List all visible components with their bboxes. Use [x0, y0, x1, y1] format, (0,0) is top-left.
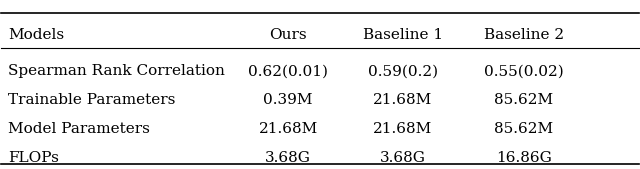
- Text: Baseline 1: Baseline 1: [363, 28, 443, 42]
- Text: 0.39M: 0.39M: [264, 93, 313, 107]
- Text: Trainable Parameters: Trainable Parameters: [8, 93, 175, 107]
- Text: 0.62(0.01): 0.62(0.01): [248, 64, 328, 78]
- Text: Models: Models: [8, 28, 64, 42]
- Text: Baseline 2: Baseline 2: [484, 28, 564, 42]
- Text: 21.68M: 21.68M: [259, 122, 318, 136]
- Text: Spearman Rank Correlation: Spearman Rank Correlation: [8, 64, 225, 78]
- Text: FLOPs: FLOPs: [8, 151, 59, 165]
- Text: 21.68M: 21.68M: [373, 93, 433, 107]
- Text: 85.62M: 85.62M: [494, 122, 554, 136]
- Text: 16.86G: 16.86G: [496, 151, 552, 165]
- Text: 3.68G: 3.68G: [380, 151, 426, 165]
- Text: 0.55(0.02): 0.55(0.02): [484, 64, 564, 78]
- Text: Model Parameters: Model Parameters: [8, 122, 150, 136]
- Text: 85.62M: 85.62M: [494, 93, 554, 107]
- Text: 0.59(0.2): 0.59(0.2): [368, 64, 438, 78]
- Text: Ours: Ours: [269, 28, 307, 42]
- Text: 3.68G: 3.68G: [265, 151, 311, 165]
- Text: 21.68M: 21.68M: [373, 122, 433, 136]
